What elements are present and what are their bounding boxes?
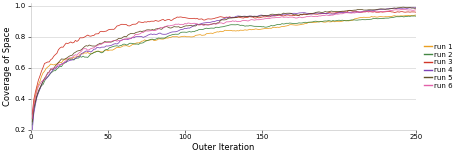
Line: run 1: run 1 xyxy=(32,15,416,119)
run 5 xyxy=(398,7,404,9)
run 3 xyxy=(347,10,353,11)
run 3 xyxy=(295,15,300,16)
run 4 xyxy=(398,7,404,9)
Legend: run 1, run 2, run 3, run 4, run 5, run 6: run 1, run 2, run 3, run 4, run 5, run 6 xyxy=(424,44,453,89)
run 2 xyxy=(409,15,415,17)
run 2 xyxy=(252,25,257,27)
run 4 xyxy=(30,130,35,132)
run 1 xyxy=(93,51,98,53)
run 4 xyxy=(252,15,257,17)
run 5 xyxy=(401,6,407,8)
run 3 xyxy=(30,113,35,115)
run 2 xyxy=(30,124,35,126)
run 2 xyxy=(188,31,194,33)
run 4 xyxy=(295,12,300,14)
run 1 xyxy=(184,36,189,38)
Line: run 2: run 2 xyxy=(32,16,416,125)
run 1 xyxy=(30,118,35,120)
run 5 xyxy=(252,16,257,18)
run 3 xyxy=(252,17,257,19)
Y-axis label: Coverage of Space: Coverage of Space xyxy=(3,27,12,106)
run 6 xyxy=(184,23,189,25)
Line: run 4: run 4 xyxy=(32,8,416,131)
run 3 xyxy=(184,17,189,19)
X-axis label: Outer Iteration: Outer Iteration xyxy=(192,143,255,152)
Line: run 3: run 3 xyxy=(32,11,416,114)
run 6 xyxy=(295,17,300,19)
run 1 xyxy=(398,15,404,17)
run 4 xyxy=(188,26,194,28)
run 6 xyxy=(188,23,194,25)
run 6 xyxy=(398,9,404,11)
run 2 xyxy=(414,15,419,17)
run 5 xyxy=(188,25,194,27)
run 5 xyxy=(414,7,419,9)
run 4 xyxy=(414,7,419,9)
Line: run 5: run 5 xyxy=(32,7,416,122)
run 1 xyxy=(414,14,419,16)
run 6 xyxy=(93,46,98,47)
run 1 xyxy=(295,24,300,26)
run 4 xyxy=(93,48,98,50)
run 5 xyxy=(184,25,189,27)
run 5 xyxy=(30,121,35,123)
run 6 xyxy=(30,118,35,120)
run 6 xyxy=(414,9,419,11)
run 1 xyxy=(252,28,257,30)
run 2 xyxy=(398,16,404,18)
run 3 xyxy=(399,11,405,13)
Line: run 6: run 6 xyxy=(32,10,416,119)
run 6 xyxy=(399,9,405,11)
run 5 xyxy=(295,14,300,16)
run 2 xyxy=(93,51,98,53)
run 1 xyxy=(188,36,194,38)
run 5 xyxy=(93,45,98,47)
run 2 xyxy=(295,22,300,24)
run 3 xyxy=(414,11,419,13)
run 3 xyxy=(93,33,98,35)
run 2 xyxy=(184,31,189,33)
run 6 xyxy=(252,19,257,21)
run 3 xyxy=(188,18,194,20)
run 4 xyxy=(184,28,189,29)
